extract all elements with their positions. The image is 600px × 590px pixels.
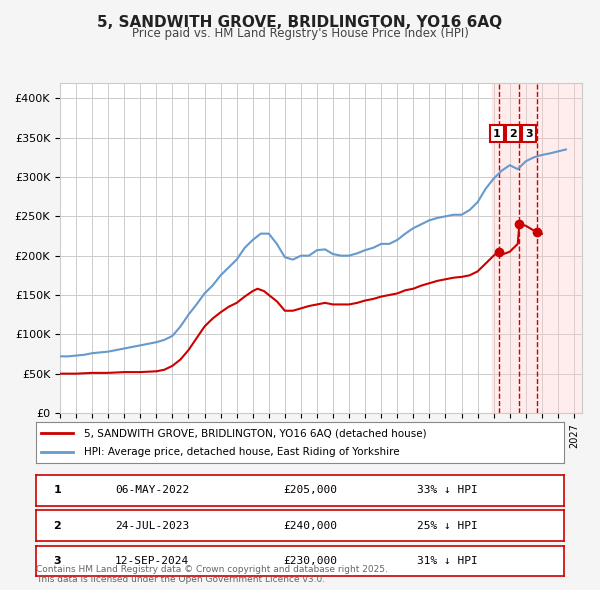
Text: 3: 3 <box>53 556 61 566</box>
Text: Contains HM Land Registry data © Crown copyright and database right 2025.
This d: Contains HM Land Registry data © Crown c… <box>36 565 388 584</box>
Text: HPI: Average price, detached house, East Riding of Yorkshire: HPI: Average price, detached house, East… <box>83 447 399 457</box>
Text: 33% ↓ HPI: 33% ↓ HPI <box>418 486 478 495</box>
Text: 5, SANDWITH GROVE, BRIDLINGTON, YO16 6AQ (detached house): 5, SANDWITH GROVE, BRIDLINGTON, YO16 6AQ… <box>83 428 426 438</box>
Text: 5, SANDWITH GROVE, BRIDLINGTON, YO16 6AQ: 5, SANDWITH GROVE, BRIDLINGTON, YO16 6AQ <box>97 15 503 30</box>
Text: 06-MAY-2022: 06-MAY-2022 <box>115 486 189 495</box>
Text: £240,000: £240,000 <box>284 521 338 530</box>
Text: 2: 2 <box>509 129 517 139</box>
Text: 25% ↓ HPI: 25% ↓ HPI <box>418 521 478 530</box>
Text: 31% ↓ HPI: 31% ↓ HPI <box>418 556 478 566</box>
Text: 1: 1 <box>493 129 501 139</box>
Text: 1: 1 <box>53 486 61 495</box>
Text: £230,000: £230,000 <box>284 556 338 566</box>
Text: 2: 2 <box>53 521 61 530</box>
Text: Price paid vs. HM Land Registry's House Price Index (HPI): Price paid vs. HM Land Registry's House … <box>131 27 469 40</box>
Text: 3: 3 <box>525 129 533 139</box>
Text: 24-JUL-2023: 24-JUL-2023 <box>115 521 189 530</box>
Bar <box>492 83 582 413</box>
Text: 12-SEP-2024: 12-SEP-2024 <box>115 556 189 566</box>
Text: £205,000: £205,000 <box>284 486 338 495</box>
